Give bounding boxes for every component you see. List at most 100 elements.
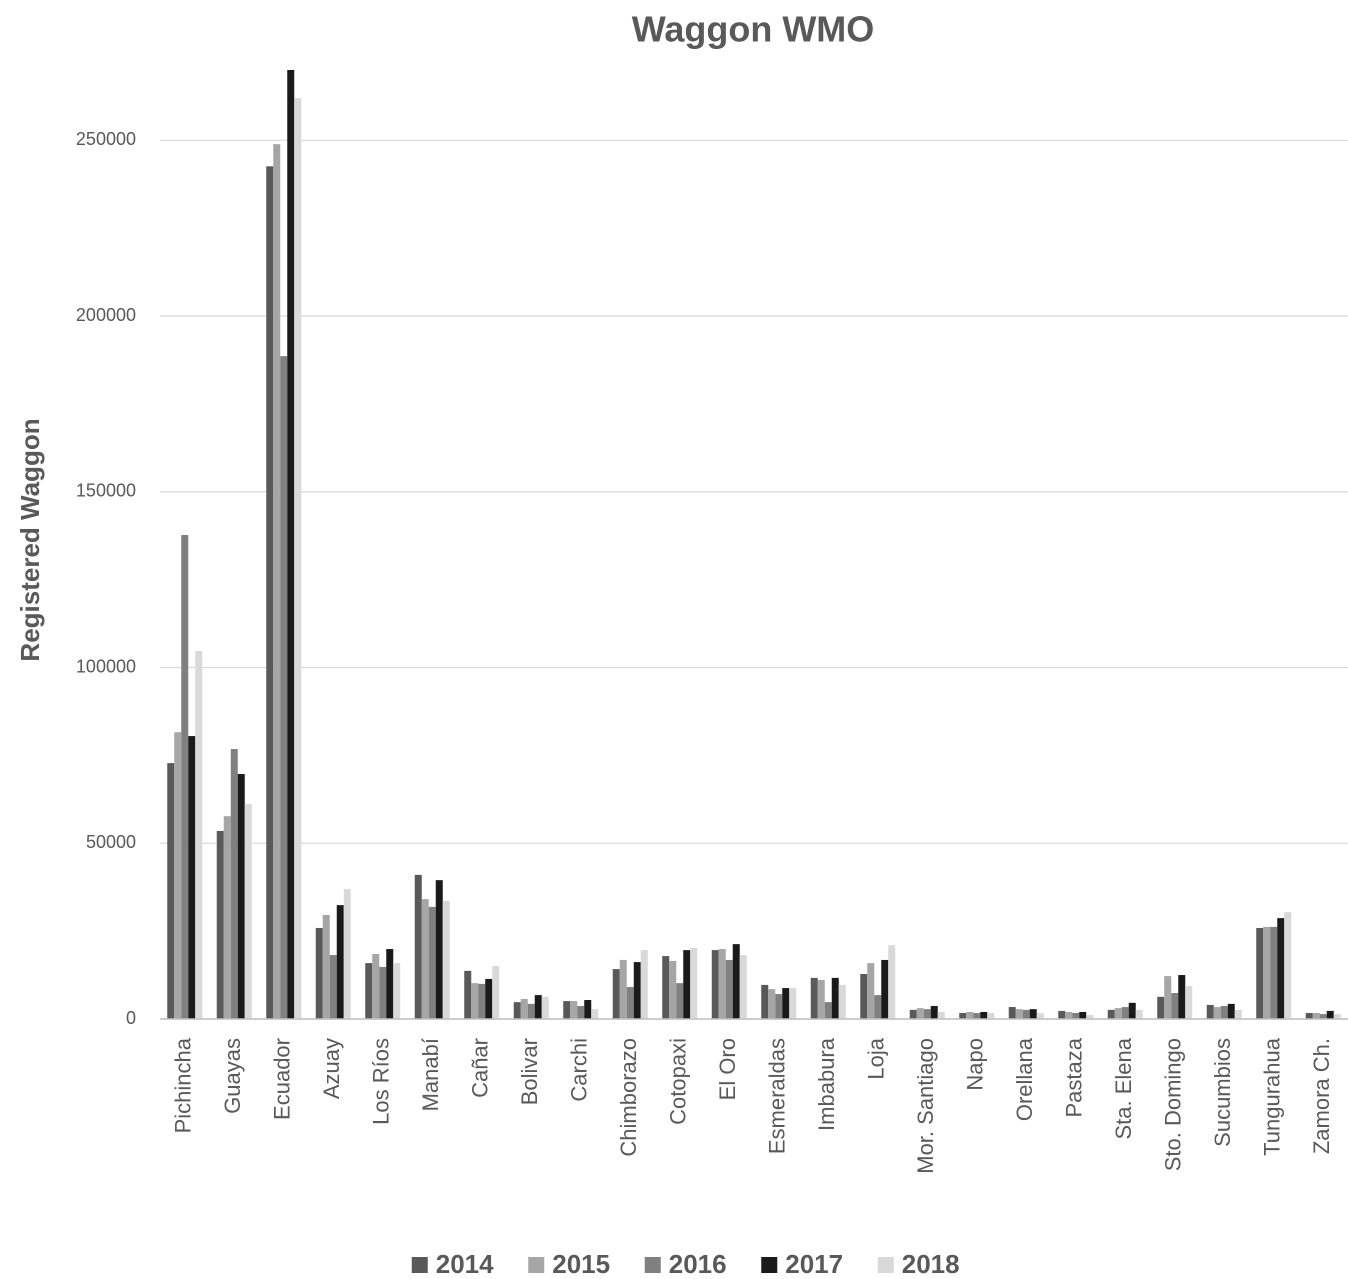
bar [464, 970, 472, 1019]
bar [1072, 1013, 1080, 1019]
x-tick-label: Pastaza [1062, 1037, 1087, 1117]
bar [1277, 918, 1285, 1019]
x-tick-label: Chimborazo [616, 1038, 641, 1157]
bar [570, 1001, 578, 1019]
bar [824, 1002, 832, 1019]
bar [414, 874, 422, 1019]
chart-title: Waggon WMO [632, 9, 875, 50]
bar [266, 166, 274, 1020]
x-tick-label: Imbabura [814, 1037, 839, 1131]
bar [1263, 926, 1271, 1019]
bar [1086, 1015, 1094, 1019]
bar [329, 955, 337, 1019]
bar [1135, 1009, 1143, 1019]
bar [1312, 1013, 1320, 1019]
bar [959, 1013, 967, 1019]
y-tick-label: 50000 [86, 832, 136, 852]
bar [188, 736, 196, 1019]
x-tick-label: Los Ríos [369, 1038, 394, 1125]
bar [379, 966, 387, 1019]
bar [1326, 1010, 1334, 1019]
bar [874, 995, 882, 1019]
x-tick-label: Azuay [319, 1038, 344, 1099]
x-tick-label: Pichincha [171, 1037, 196, 1133]
x-tick-label: Loja [864, 1037, 889, 1079]
bar [676, 983, 684, 1019]
bar [1164, 976, 1172, 1019]
bar [343, 888, 351, 1019]
y-axis-title: Registered Waggon [15, 418, 45, 661]
y-tick-label: 0 [126, 1008, 136, 1028]
bar [633, 962, 641, 1019]
bar [527, 1003, 535, 1019]
bar [711, 950, 719, 1019]
bar [1319, 1014, 1327, 1019]
x-tick-label: Napo [963, 1038, 988, 1091]
bar [739, 955, 747, 1019]
bar [782, 988, 790, 1019]
bar [1227, 1003, 1235, 1019]
bar [230, 749, 238, 1019]
bar [216, 830, 224, 1019]
legend-label: 2017 [785, 1249, 843, 1279]
legend-label: 2014 [436, 1249, 494, 1279]
legend-label: 2016 [669, 1249, 727, 1279]
bar [181, 535, 189, 1019]
bar [966, 1011, 974, 1019]
bar [1036, 1013, 1044, 1019]
bar [626, 987, 634, 1019]
x-tick-label: Sto. Domingo [1161, 1038, 1186, 1171]
bar [937, 1011, 945, 1019]
bar [718, 949, 726, 1019]
bar [761, 984, 769, 1019]
bar [315, 927, 323, 1019]
bar [888, 945, 896, 1019]
bar [485, 978, 493, 1019]
bar [1128, 1002, 1136, 1019]
x-tick-label: El Oro [715, 1038, 740, 1100]
x-tick-label: Carchi [567, 1038, 592, 1102]
bar [577, 1005, 585, 1019]
bar [775, 994, 783, 1019]
bar [1065, 1011, 1073, 1019]
bar [1256, 927, 1264, 1019]
bar [1015, 1009, 1023, 1019]
bar [1114, 1008, 1122, 1019]
bar [591, 1009, 599, 1019]
bar [563, 1001, 571, 1019]
y-tick-label: 200000 [76, 305, 136, 325]
bar [365, 963, 373, 1019]
y-tick-label: 150000 [76, 481, 136, 501]
bar [287, 70, 295, 1019]
x-tick-label: Esmeraldas [765, 1038, 790, 1154]
bar [1234, 1009, 1242, 1019]
legend-swatch [877, 1257, 894, 1273]
bar [831, 977, 839, 1019]
bar [669, 961, 677, 1019]
legend-label: 2015 [552, 1249, 610, 1279]
bar [442, 900, 450, 1019]
y-tick-label: 250000 [76, 129, 136, 149]
bar [421, 899, 429, 1019]
bar [471, 983, 479, 1019]
x-tick-label: Zamora Ch. [1309, 1038, 1334, 1154]
bar [1213, 1007, 1221, 1019]
bar [860, 974, 868, 1019]
x-tick-label: Manabí [418, 1038, 443, 1111]
bar [732, 944, 740, 1019]
x-tick-label: Bolivar [517, 1038, 542, 1105]
bar [987, 1013, 995, 1019]
legend-swatch [644, 1257, 661, 1273]
legend-swatch [761, 1257, 778, 1273]
y-tick-label: 100000 [76, 656, 136, 676]
bar [1029, 1009, 1037, 1019]
bar [1270, 926, 1278, 1019]
bar [867, 963, 875, 1019]
bar [1305, 1013, 1313, 1019]
bar [1220, 1005, 1228, 1019]
bar [881, 959, 889, 1019]
bar [280, 356, 288, 1019]
bar [584, 1000, 592, 1019]
bar [973, 1013, 981, 1019]
bar [195, 650, 203, 1019]
